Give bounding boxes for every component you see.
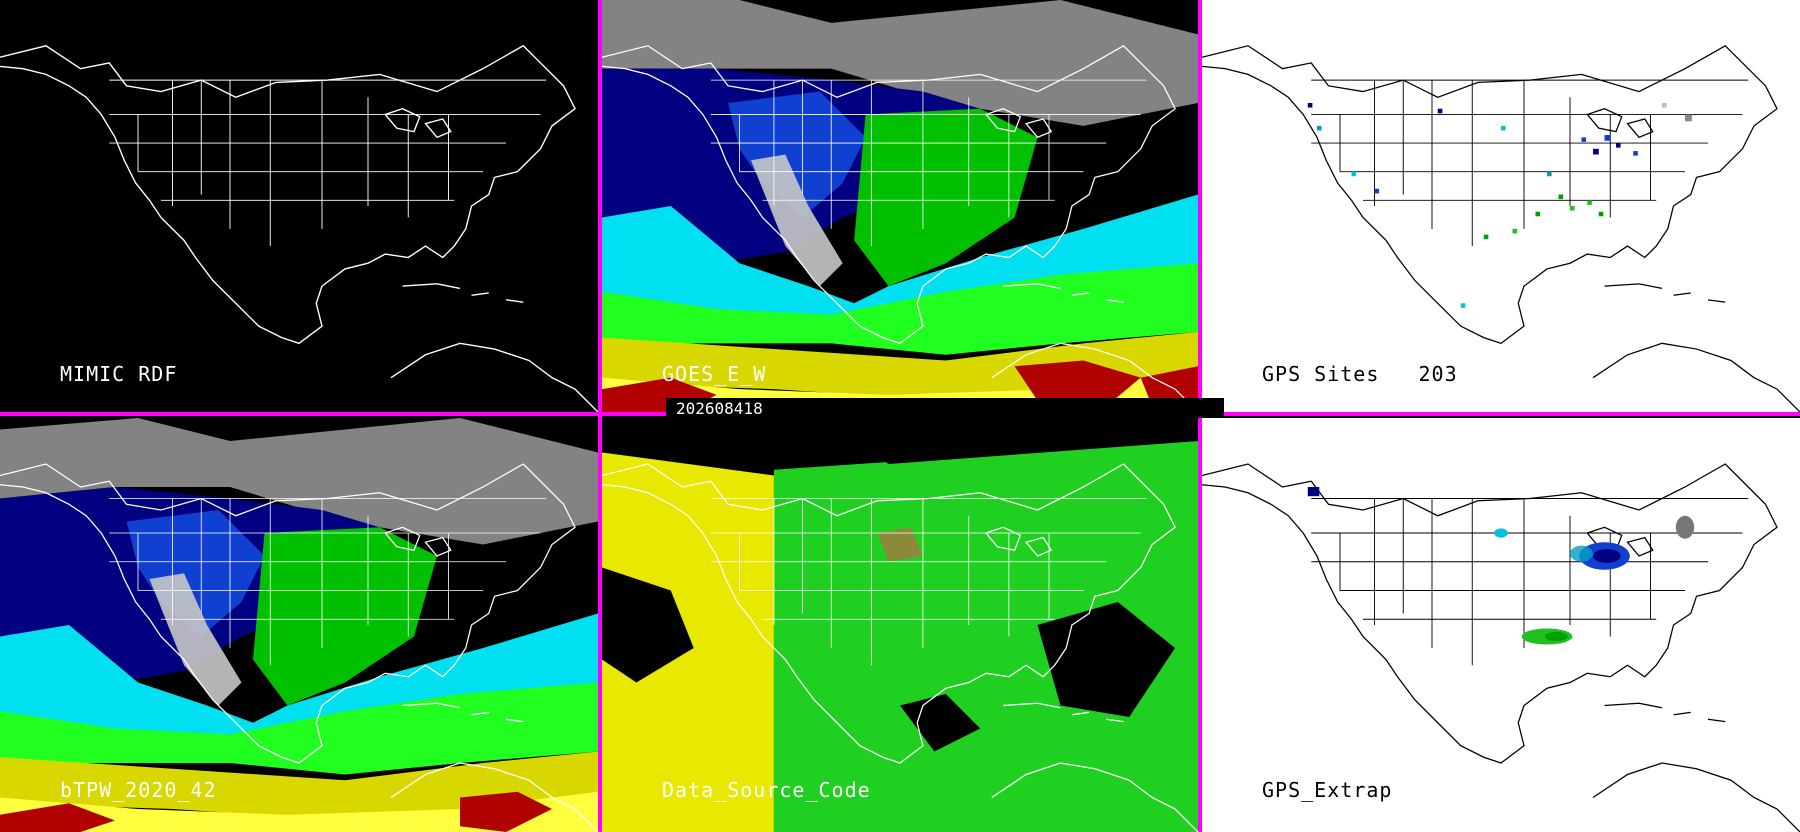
panel-label: Data_Source_Code (662, 778, 871, 802)
map-panel-goes-e-w: GOES_E_W (602, 0, 1198, 412)
map-panel-data-source-code: Data_Source_Code (602, 418, 1198, 832)
map-panel-mimic-rdf: MIMIC RDF (0, 0, 598, 412)
source-code-field (602, 418, 1198, 832)
tpw-field (602, 0, 1198, 412)
panel-label: GOES_E_W (662, 362, 767, 386)
timestamp-label: 202608418 (676, 399, 763, 418)
panel-label: bTPW_2020_42 (60, 778, 217, 802)
panel-label: GPS_Extrap (1262, 778, 1393, 802)
panel-label: MIMIC RDF (60, 362, 178, 386)
map-outline (0, 45, 598, 412)
tpw-field (0, 418, 598, 832)
gps-extrap-field (1202, 463, 1800, 832)
map-panel-btpw: bTPW_2020_42 (0, 418, 598, 832)
panel-label: GPS Sites 203 (1262, 362, 1458, 386)
divider-vertical-left (598, 0, 602, 832)
timestamp-bar (666, 398, 1224, 418)
gps-site-markers (1202, 45, 1800, 412)
map-panel-gps-extrap: GPS_Extrap (1202, 418, 1800, 832)
map-panel-gps-sites: GPS Sites 203 (1202, 0, 1800, 412)
